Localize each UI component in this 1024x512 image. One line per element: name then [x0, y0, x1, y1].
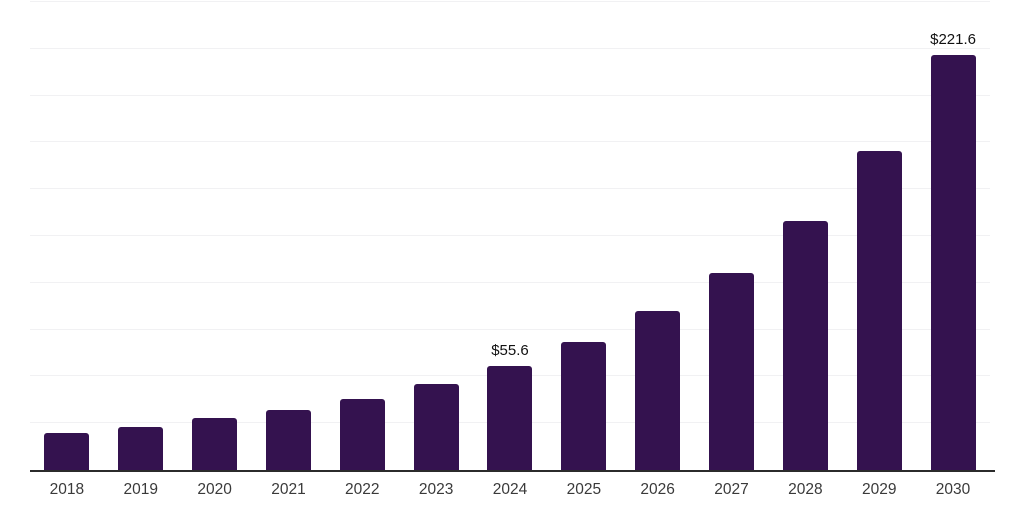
bar-value-label-2030: $221.6: [930, 31, 976, 49]
bar-2025: [561, 342, 607, 470]
gridline: [30, 1, 990, 2]
bar-slot-2023: [399, 2, 473, 470]
x-tick-label-2020: 2020: [197, 481, 232, 498]
plot-area: $55.6 $221.6: [30, 1, 990, 470]
bar-value-label-2024: $55.6: [491, 341, 529, 359]
bar-slot-2022: [325, 2, 399, 470]
bar-slot-2028: [768, 2, 842, 470]
gridline: [30, 141, 990, 143]
bar-slot-2024: $55.6: [473, 2, 547, 470]
bar-2023: [413, 384, 459, 470]
bar-2024: [487, 365, 533, 470]
bar-slot-2030: $221.6: [916, 2, 990, 470]
x-tick-label-2027: 2027: [714, 481, 749, 498]
bar-2019: [118, 426, 164, 470]
x-tick-label-2030: 2030: [935, 481, 971, 498]
bar-slot-2027: [695, 2, 769, 470]
x-tick-label-2019: 2019: [123, 481, 158, 498]
x-tick-label-2025: 2025: [566, 481, 602, 498]
gridline: [30, 47, 990, 49]
x-axis-labels: 2018 2019 2020 2021 2022 2023 2024 2025 2026 2027…: [30, 481, 990, 499]
gridline: [30, 328, 990, 330]
bar-slot-2029: [842, 2, 916, 470]
x-tick-label-2026: 2026: [640, 481, 675, 498]
x-tick-label-2018: 2018: [49, 481, 85, 498]
bar-slot-2026: [621, 2, 695, 470]
gridline: [30, 188, 990, 190]
x-tick-label-2022: 2022: [345, 481, 380, 498]
bar-2020: [192, 418, 238, 470]
bar-2027: [709, 273, 755, 470]
bar-slot-2018: [30, 2, 104, 470]
x-tick-label-2028: 2028: [788, 481, 823, 498]
bar-slot-2025: [547, 2, 621, 470]
bar-slot-2019: [104, 2, 178, 470]
bars-row: $55.6 $221.6: [30, 2, 990, 470]
bar-2028: [782, 221, 828, 470]
bar-2021: [265, 409, 311, 470]
gridline: [30, 94, 990, 96]
bar-2026: [635, 311, 681, 470]
bar-slot-2020: [178, 2, 252, 470]
bar-slot-2021: [252, 2, 326, 470]
x-tick-label-2024: 2024: [492, 481, 528, 498]
x-tick-label-2021: 2021: [271, 481, 306, 498]
gridline: [30, 235, 990, 236]
bar-2018: [44, 432, 90, 470]
x-tick-label-2029: 2029: [861, 481, 897, 498]
gridline: [30, 281, 990, 283]
bar-2022: [339, 399, 385, 470]
bar-2030: [930, 55, 976, 470]
bar-2029: [856, 151, 902, 470]
x-tick-label-2023: 2023: [418, 481, 454, 498]
x-axis-line: [30, 470, 995, 472]
